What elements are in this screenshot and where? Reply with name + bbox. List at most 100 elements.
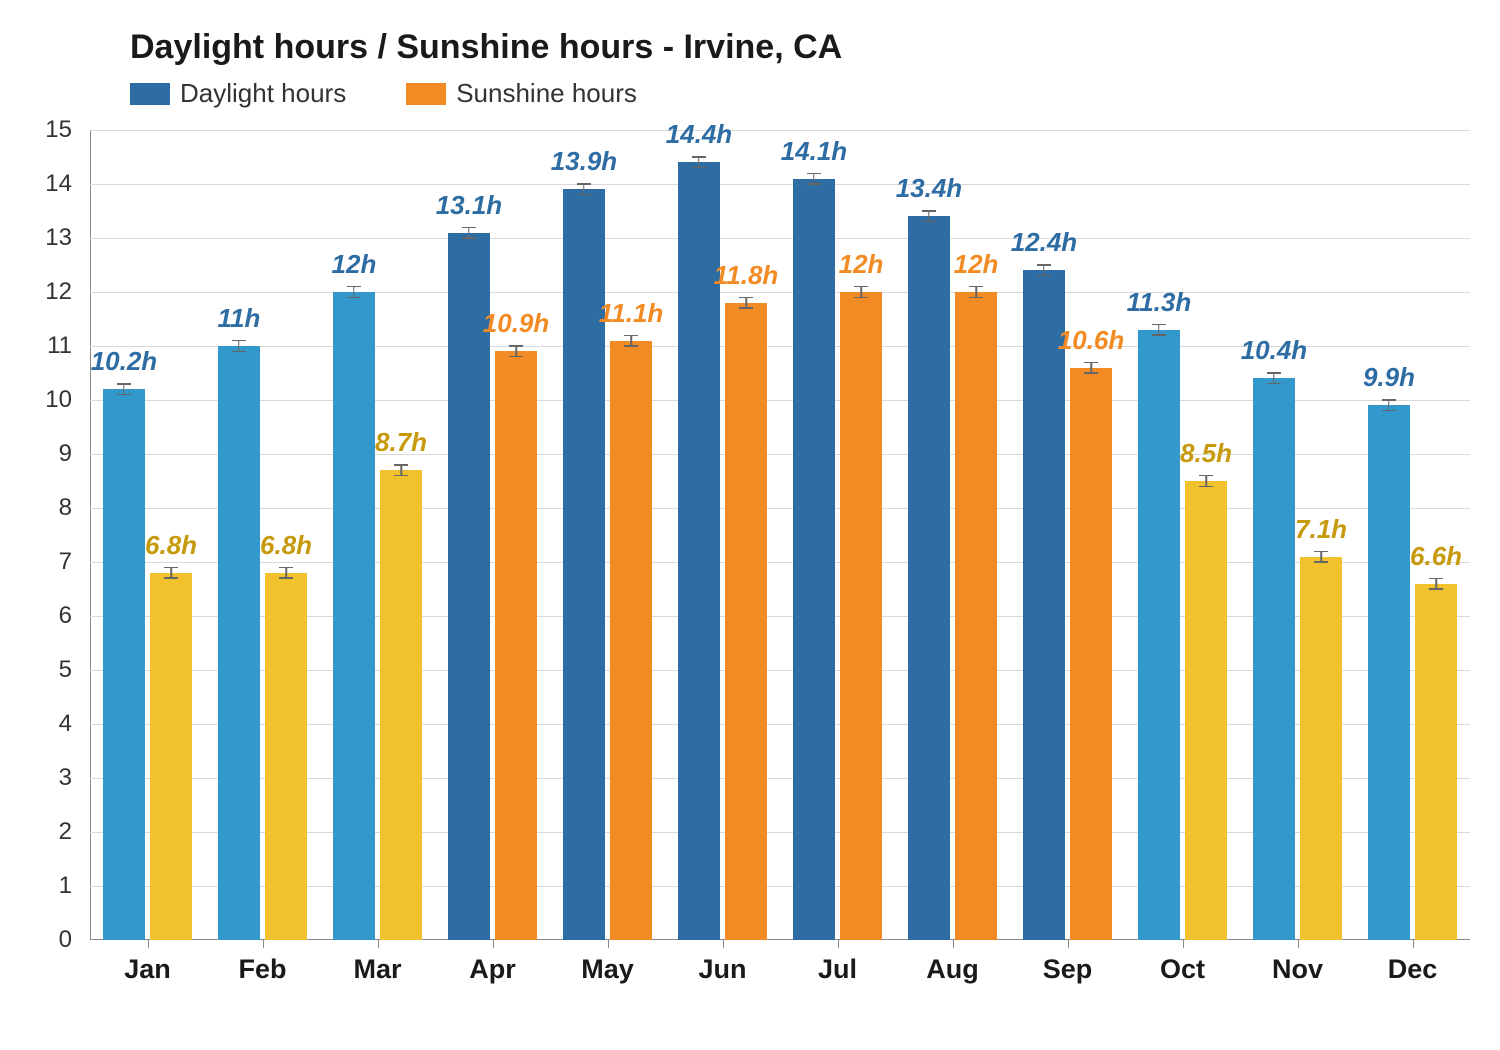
legend-item-sunshine: Sunshine hours: [406, 78, 637, 109]
chart-container: Daylight hours / Sunshine hours - Irvine…: [0, 0, 1500, 1050]
grid-line: [90, 292, 1470, 293]
sunshine-bar-label: 12h: [839, 249, 884, 280]
error-bar: [1037, 264, 1051, 276]
daylight-bar: [103, 389, 146, 940]
daylight-bar: [218, 346, 261, 940]
sunshine-bar: [840, 292, 883, 940]
legend-swatch-sunshine: [406, 83, 446, 105]
sunshine-bar-label: 6.8h: [145, 530, 197, 561]
daylight-bar: [1368, 405, 1411, 940]
sunshine-bar-label: 6.8h: [260, 530, 312, 561]
y-tick-label: 11: [22, 332, 72, 360]
daylight-bar-label: 14.1h: [781, 136, 848, 167]
x-tick: [1298, 940, 1299, 948]
error-bar: [854, 286, 868, 298]
daylight-bar-label: 10.4h: [1241, 335, 1308, 366]
x-tick-label: Jun: [698, 954, 746, 985]
error-bar: [692, 156, 706, 168]
x-tick-label: Feb: [238, 954, 286, 985]
legend-swatch-daylight: [130, 83, 170, 105]
daylight-bar-label: 13.1h: [436, 190, 503, 221]
sunshine-bar-label: 10.6h: [1058, 325, 1125, 356]
sunshine-bar: [610, 341, 653, 940]
y-tick-label: 15: [22, 116, 72, 144]
x-tick-label: Nov: [1272, 954, 1323, 985]
y-tick-label: 0: [22, 926, 72, 954]
y-tick-label: 2: [22, 818, 72, 846]
sunshine-bar: [150, 573, 193, 940]
x-tick: [1413, 940, 1414, 948]
daylight-bar-label: 13.9h: [551, 146, 618, 177]
daylight-bar-label: 9.9h: [1363, 362, 1415, 393]
sunshine-bar: [1300, 557, 1343, 940]
error-bar: [164, 567, 178, 579]
error-bar: [577, 183, 591, 195]
daylight-bar: [333, 292, 376, 940]
error-bar: [1382, 399, 1396, 411]
error-bar: [279, 567, 293, 579]
error-bar: [232, 340, 246, 352]
plot-area: 0123456789101112131415Jan10.2h6.8hFeb11h…: [90, 130, 1470, 940]
daylight-bar-label: 12h: [332, 249, 377, 280]
sunshine-bar: [725, 303, 768, 940]
error-bar: [1429, 578, 1443, 590]
x-tick-label: Aug: [926, 954, 978, 985]
error-bar: [347, 286, 361, 298]
x-tick: [1068, 940, 1069, 948]
sunshine-bar-label: 11.8h: [714, 260, 779, 291]
y-tick-label: 8: [22, 494, 72, 522]
error-bar: [1314, 551, 1328, 563]
x-tick-label: Jul: [818, 954, 857, 985]
daylight-bar: [1023, 270, 1066, 940]
sunshine-bar: [1415, 584, 1458, 940]
error-bar: [117, 383, 131, 395]
sunshine-bar-label: 8.5h: [1180, 438, 1232, 469]
legend: Daylight hours Sunshine hours: [130, 78, 637, 109]
y-tick-label: 12: [22, 278, 72, 306]
error-bar: [624, 335, 638, 347]
sunshine-bar: [955, 292, 998, 940]
sunshine-bar-label: 11.1h: [599, 298, 664, 329]
sunshine-bar: [1070, 368, 1113, 940]
x-tick: [1183, 940, 1184, 948]
grid-line: [90, 184, 1470, 185]
error-bar: [509, 345, 523, 357]
error-bar: [922, 210, 936, 222]
x-tick: [263, 940, 264, 948]
sunshine-bar-label: 10.9h: [483, 308, 550, 339]
sunshine-bar: [1185, 481, 1228, 940]
x-tick: [838, 940, 839, 948]
y-tick-label: 13: [22, 224, 72, 252]
x-tick-label: Mar: [353, 954, 401, 985]
error-bar: [394, 464, 408, 476]
daylight-bar: [1253, 378, 1296, 940]
sunshine-bar-label: 8.7h: [375, 427, 427, 458]
daylight-bar: [793, 179, 836, 940]
legend-label-sunshine: Sunshine hours: [456, 78, 637, 109]
error-bar: [739, 297, 753, 309]
sunshine-bar-label: 7.1h: [1295, 514, 1347, 545]
error-bar: [807, 173, 821, 185]
x-tick: [493, 940, 494, 948]
y-tick-label: 1: [22, 872, 72, 900]
sunshine-bar: [495, 351, 538, 940]
y-tick-label: 7: [22, 548, 72, 576]
x-tick-label: Oct: [1160, 954, 1205, 985]
y-tick-label: 9: [22, 440, 72, 468]
legend-item-daylight: Daylight hours: [130, 78, 346, 109]
grid-line: [90, 238, 1470, 239]
grid-line: [90, 130, 1470, 131]
daylight-bar-label: 14.4h: [666, 119, 733, 150]
y-axis-line: [90, 130, 91, 940]
daylight-bar-label: 11h: [218, 303, 261, 334]
error-bar: [969, 286, 983, 298]
y-tick-label: 6: [22, 602, 72, 630]
x-tick-label: Apr: [469, 954, 516, 985]
error-bar: [462, 227, 476, 239]
error-bar: [1084, 362, 1098, 374]
x-tick-label: Sep: [1043, 954, 1093, 985]
error-bar: [1152, 324, 1166, 336]
daylight-bar-label: 13.4h: [896, 173, 963, 204]
sunshine-bar: [380, 470, 423, 940]
legend-label-daylight: Daylight hours: [180, 78, 346, 109]
